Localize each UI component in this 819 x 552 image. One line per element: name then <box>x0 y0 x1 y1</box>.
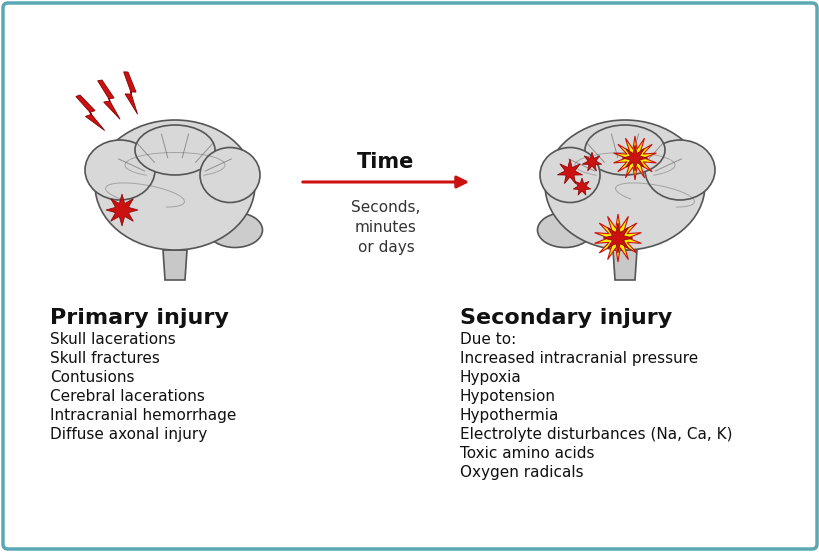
Text: Toxic amino acids: Toxic amino acids <box>459 446 594 461</box>
Ellipse shape <box>545 120 704 250</box>
Ellipse shape <box>85 140 155 200</box>
Text: Oxygen radicals: Oxygen radicals <box>459 465 583 480</box>
Ellipse shape <box>540 147 600 203</box>
Polygon shape <box>124 72 138 114</box>
FancyBboxPatch shape <box>3 3 816 549</box>
Polygon shape <box>581 152 601 171</box>
Text: Increased intracranial pressure: Increased intracranial pressure <box>459 351 698 366</box>
Polygon shape <box>602 223 632 253</box>
Text: Skull fractures: Skull fractures <box>50 351 160 366</box>
Ellipse shape <box>536 213 592 247</box>
Polygon shape <box>557 159 582 184</box>
Text: Hypothermia: Hypothermia <box>459 408 559 423</box>
Text: Hypoxia: Hypoxia <box>459 370 521 385</box>
Polygon shape <box>613 136 656 180</box>
Text: Secondary injury: Secondary injury <box>459 308 672 328</box>
Ellipse shape <box>200 147 260 203</box>
Text: Intracranial hemorrhage: Intracranial hemorrhage <box>50 408 236 423</box>
Text: Contusions: Contusions <box>50 370 134 385</box>
Text: Seconds,
minutes
or days: Seconds, minutes or days <box>351 200 420 254</box>
Text: Hypotension: Hypotension <box>459 389 555 404</box>
Polygon shape <box>622 145 647 171</box>
Ellipse shape <box>645 140 714 200</box>
Polygon shape <box>163 250 187 280</box>
Text: Time: Time <box>357 152 414 172</box>
Text: Primary injury: Primary injury <box>50 308 229 328</box>
Ellipse shape <box>584 125 664 175</box>
Ellipse shape <box>207 213 262 247</box>
Polygon shape <box>594 214 640 262</box>
Polygon shape <box>106 194 138 226</box>
Polygon shape <box>76 95 105 130</box>
Ellipse shape <box>135 125 215 175</box>
Ellipse shape <box>95 120 255 250</box>
Text: Skull lacerations: Skull lacerations <box>50 332 175 347</box>
Text: Electrolyte disturbances (Na, Ca, K): Electrolyte disturbances (Na, Ca, K) <box>459 427 731 442</box>
Text: Due to:: Due to: <box>459 332 516 347</box>
Polygon shape <box>613 250 636 280</box>
Text: Cerebral lacerations: Cerebral lacerations <box>50 389 205 404</box>
Polygon shape <box>572 178 590 195</box>
Polygon shape <box>97 80 120 119</box>
Text: Diffuse axonal injury: Diffuse axonal injury <box>50 427 207 442</box>
FancyArrowPatch shape <box>302 177 465 187</box>
